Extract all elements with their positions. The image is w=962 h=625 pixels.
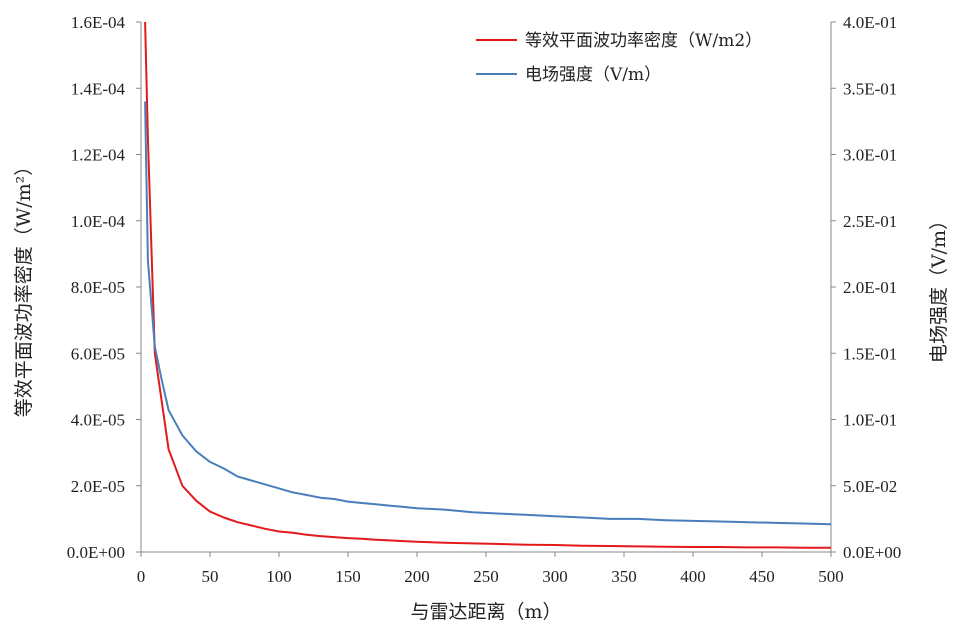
y-left-tick-label: 1.2E-04 <box>71 146 126 165</box>
y-right-tick-label: 1.0E-01 <box>843 411 897 430</box>
y-left-tick-label: 8.0E-05 <box>71 278 125 297</box>
x-tick-label: 300 <box>542 567 568 586</box>
x-tick-label: 200 <box>404 567 430 586</box>
x-tick-label: 450 <box>749 567 775 586</box>
y-right-tick-label: 2.0E-01 <box>843 278 897 297</box>
x-tick-label: 400 <box>680 567 706 586</box>
y-left-tick-label: 1.0E-04 <box>71 212 126 231</box>
x-tick-label: 50 <box>202 567 219 586</box>
y-axis-right-title: 电场强度（V/m） <box>928 211 950 363</box>
axes: 0 50 100 150 200 250 300 350 400 450 500 0.0E+00 2.0… <box>67 13 901 586</box>
y-left-tick-label: 4.0E-05 <box>71 411 125 430</box>
y-right-tick-label: 3.0E-01 <box>843 146 897 165</box>
series-layer <box>144 22 831 549</box>
x-tick-label: 350 <box>611 567 637 586</box>
x-tick-label: 100 <box>266 567 292 586</box>
y-right-tick-label: 1.5E-01 <box>843 344 897 363</box>
x-tick-label: 0 <box>137 567 146 586</box>
y-right-tick-label: 2.5E-01 <box>843 212 897 231</box>
y-left-tick-label: 6.0E-05 <box>71 344 125 363</box>
x-tick-label: 500 <box>818 567 844 586</box>
x-axis-title: 与雷达距离（m） <box>410 601 561 623</box>
x-tick-label: 250 <box>473 567 499 586</box>
y-left-tick-label: 1.6E-04 <box>71 13 126 32</box>
y-axis-left-title: 等效平面波功率密度（W/m²） <box>13 157 35 418</box>
legend: 等效平面波功率密度（W/m2） 电场强度（V/m） <box>476 31 762 85</box>
y-right-tick-label: 0.0E+00 <box>843 543 901 562</box>
y-right-tick-label: 5.0E-02 <box>843 477 897 496</box>
y-right-tick-label: 4.0E-01 <box>843 13 897 32</box>
y-right-tick-label: 3.5E-01 <box>843 79 897 98</box>
legend-label: 电场强度（V/m） <box>525 65 661 85</box>
legend-label: 等效平面波功率密度（W/m2） <box>525 31 762 51</box>
y-left-tick-label: 0.0E+00 <box>67 543 125 562</box>
series-line-power-density <box>144 22 831 549</box>
series-line-electric-field <box>144 101 831 526</box>
x-tick-label: 150 <box>335 567 361 586</box>
y-left-tick-label: 2.0E-05 <box>71 477 125 496</box>
y-left-tick-label: 1.4E-04 <box>71 79 126 98</box>
